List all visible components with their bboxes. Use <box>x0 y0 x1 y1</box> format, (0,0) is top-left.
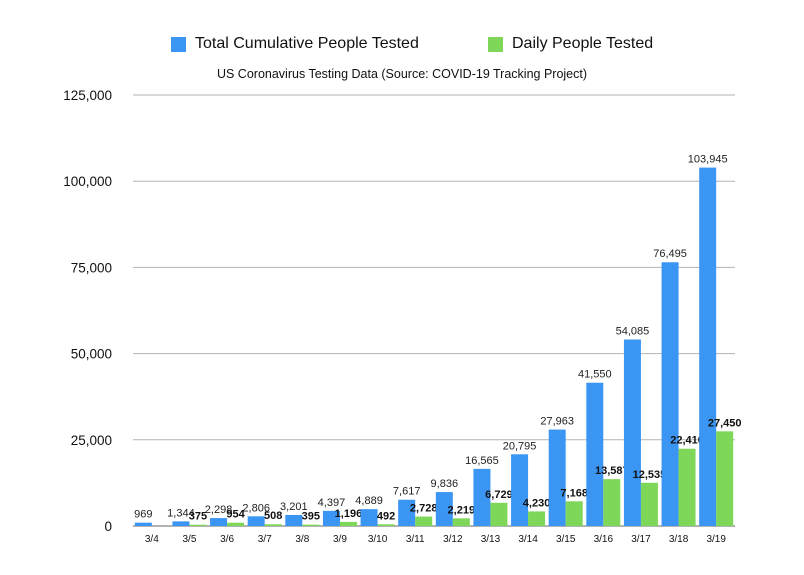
x-tick-label: 3/15 <box>556 534 576 545</box>
data-label-daily: 22,410 <box>670 435 704 447</box>
bar-total <box>435 492 453 526</box>
data-label-total: 2,806 <box>242 502 270 514</box>
bar-daily <box>678 448 696 526</box>
data-label-daily: 2,219 <box>448 504 476 516</box>
bar-daily <box>452 518 470 526</box>
bar-daily <box>640 482 658 526</box>
bar-total <box>586 382 604 526</box>
data-label-total: 7,617 <box>393 486 421 498</box>
bar-daily <box>415 516 433 526</box>
data-label-daily: 7,168 <box>560 487 588 499</box>
data-label-total: 3,201 <box>280 501 308 513</box>
data-label-daily: 13,587 <box>595 465 629 477</box>
x-tick-label: 3/11 <box>406 534 425 545</box>
data-label-daily: 375 <box>189 511 207 523</box>
data-label-daily: 395 <box>302 511 320 523</box>
legend: Total Cumulative People Tested Daily Peo… <box>0 35 804 59</box>
bar-total <box>661 262 679 526</box>
data-label-daily: 2,728 <box>410 503 438 515</box>
bar-total <box>511 454 529 526</box>
bar-total <box>172 521 190 526</box>
legend-swatch-daily <box>488 36 503 52</box>
chart-title: US Coronavirus Testing Data (Source: COV… <box>216 67 588 81</box>
y-tick-label: 100,000 <box>63 174 112 189</box>
x-tick-label: 3/18 <box>669 534 689 545</box>
bar-daily <box>377 524 395 526</box>
y-tick-label: 50,000 <box>71 347 112 362</box>
data-label-daily: 6,729 <box>485 489 513 501</box>
x-tick-label: 3/8 <box>295 534 309 545</box>
bar-total <box>322 510 340 526</box>
x-tick-label: 3/9 <box>333 534 347 545</box>
y-tick-label: 75,000 <box>71 260 112 275</box>
bar-daily <box>490 502 508 526</box>
bar-total <box>548 429 566 526</box>
data-label-total: 76,495 <box>653 248 687 260</box>
bar-total <box>699 167 717 526</box>
x-tick-label: 3/7 <box>258 534 272 545</box>
bar-daily <box>565 501 583 526</box>
x-tick-label: 3/10 <box>368 534 388 545</box>
data-label-daily: 12,535 <box>633 469 667 481</box>
data-label-total: 4,889 <box>355 495 383 507</box>
data-label-daily: 492 <box>377 510 395 522</box>
bar-daily <box>339 521 357 526</box>
data-label-total: 969 <box>134 509 152 521</box>
bar-daily <box>227 522 245 526</box>
legend-swatch-total <box>171 36 186 52</box>
bar-total <box>285 514 303 526</box>
bar-total <box>360 509 378 526</box>
bar-daily <box>603 479 621 526</box>
bar-daily <box>302 524 320 526</box>
bar-total <box>247 516 265 526</box>
data-label-total: 16,565 <box>465 455 499 467</box>
x-tick-label: 3/16 <box>594 534 614 545</box>
bar-total <box>398 499 416 526</box>
data-label-total: 41,550 <box>578 369 612 381</box>
data-label-total: 54,085 <box>616 326 650 338</box>
x-tick-label: 3/6 <box>220 534 234 545</box>
data-label-total: 4,397 <box>318 497 346 509</box>
x-tick-label: 3/13 <box>481 534 501 545</box>
data-label-daily: 1,196 <box>335 508 363 520</box>
x-tick-label: 3/14 <box>518 534 538 545</box>
data-label-total: 2,298 <box>205 504 233 516</box>
bar-total <box>210 518 228 526</box>
bar-total <box>473 468 491 526</box>
y-tick-label: 0 <box>104 519 112 534</box>
bar-daily <box>264 524 282 526</box>
bar-total <box>134 522 152 526</box>
legend-label-daily: Daily People Tested <box>512 35 654 52</box>
data-label-total: 27,963 <box>540 416 574 428</box>
y-tick-label: 125,000 <box>63 88 112 103</box>
x-tick-label: 3/5 <box>182 534 196 545</box>
legend-item-total: Total Cumulative People Tested <box>171 35 419 53</box>
x-tick-label: 3/17 <box>631 534 651 545</box>
data-label-daily: 4,230 <box>523 497 551 509</box>
legend-item-daily: Daily People Tested <box>488 35 653 53</box>
legend-label-total: Total Cumulative People Tested <box>195 35 419 52</box>
bar-daily <box>716 431 734 526</box>
data-label-total: 20,795 <box>503 440 537 452</box>
bar-daily <box>528 511 546 526</box>
data-label-daily: 508 <box>264 510 282 522</box>
x-tick-label: 3/4 <box>145 534 159 545</box>
bar-total <box>623 339 641 526</box>
data-label-total: 1,344 <box>167 507 195 519</box>
data-label-total: 103,945 <box>688 154 728 166</box>
y-tick-label: 25,000 <box>71 433 112 448</box>
x-tick-label: 3/12 <box>443 534 463 545</box>
data-label-daily: 27,450 <box>708 417 742 429</box>
x-tick-label: 3/19 <box>706 534 726 545</box>
data-label-total: 9,836 <box>431 478 459 490</box>
data-label-daily: 954 <box>226 509 245 521</box>
bar-daily <box>189 524 207 526</box>
